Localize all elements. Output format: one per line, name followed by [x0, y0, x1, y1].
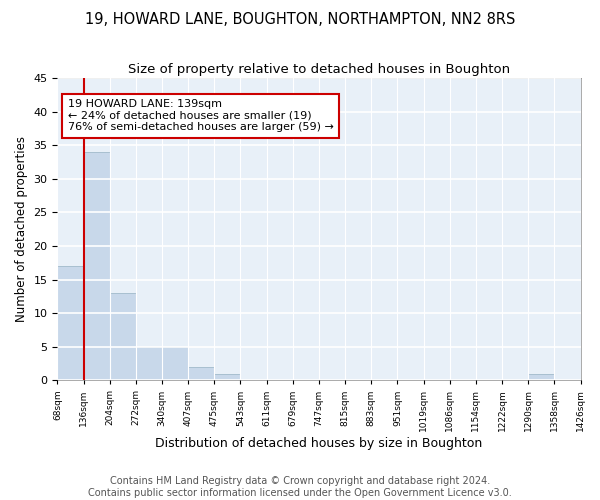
- Bar: [136, 346, 162, 380]
- X-axis label: Distribution of detached houses by size in Boughton: Distribution of detached houses by size …: [155, 437, 482, 450]
- Title: Size of property relative to detached houses in Boughton: Size of property relative to detached ho…: [128, 62, 510, 76]
- Bar: [58, 266, 83, 380]
- Text: 19 HOWARD LANE: 139sqm
← 24% of detached houses are smaller (19)
76% of semi-det: 19 HOWARD LANE: 139sqm ← 24% of detached…: [68, 99, 334, 132]
- Y-axis label: Number of detached properties: Number of detached properties: [15, 136, 28, 322]
- Bar: [110, 293, 136, 380]
- Text: 19, HOWARD LANE, BOUGHTON, NORTHAMPTON, NN2 8RS: 19, HOWARD LANE, BOUGHTON, NORTHAMPTON, …: [85, 12, 515, 28]
- Bar: [214, 374, 241, 380]
- Bar: [188, 367, 214, 380]
- Bar: [83, 152, 110, 380]
- Bar: [162, 346, 188, 380]
- Text: Contains HM Land Registry data © Crown copyright and database right 2024.
Contai: Contains HM Land Registry data © Crown c…: [88, 476, 512, 498]
- Bar: [528, 374, 554, 380]
